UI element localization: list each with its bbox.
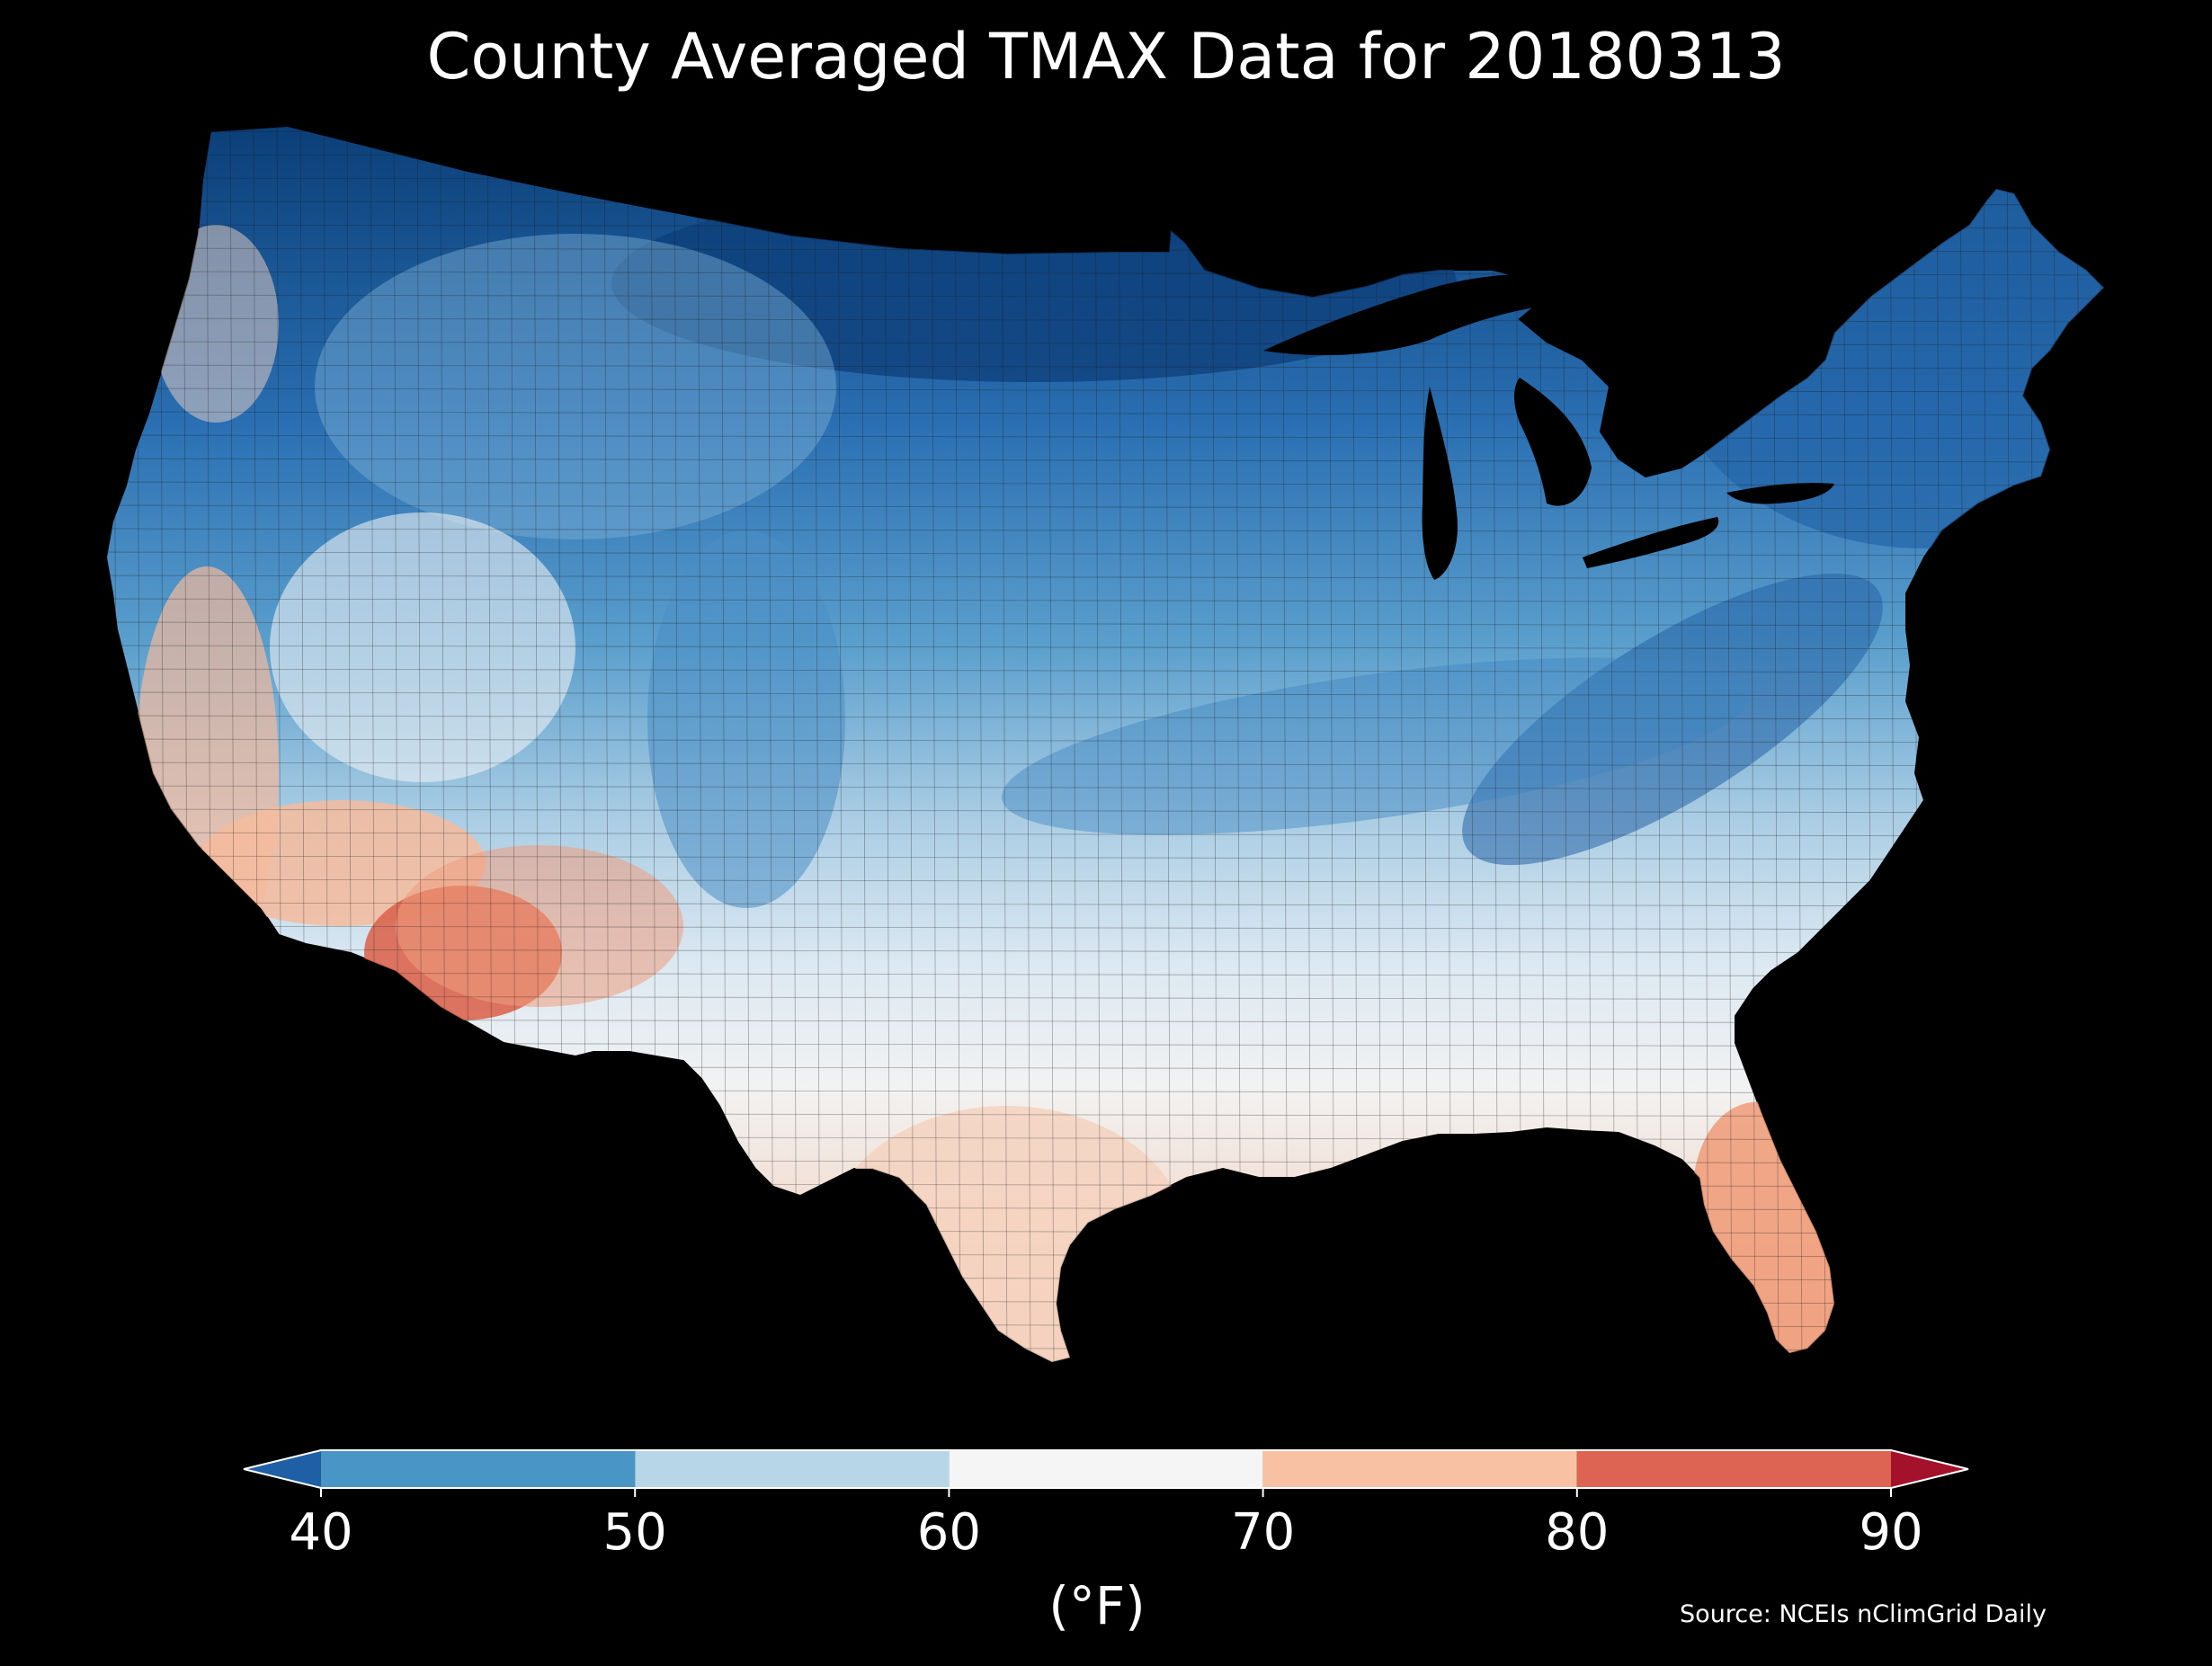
- great-lakes: [1263, 273, 1834, 580]
- cool-intermountain: [315, 234, 836, 539]
- colorbar-tick-label: 60: [916, 1503, 982, 1562]
- colorbar-tick-label: 80: [1545, 1503, 1610, 1562]
- colorbar-tick-label: 70: [1230, 1503, 1296, 1562]
- colorbar-tick-label: 90: [1859, 1503, 1923, 1562]
- cool-midwest-band: [1001, 657, 1751, 835]
- colorbar-extend-low: [244, 1450, 321, 1488]
- colorbar-bin: [1576, 1450, 1891, 1488]
- colorbar-bin: [949, 1450, 1263, 1488]
- colorbar-label: (°F): [1048, 1575, 1146, 1636]
- lake-michigan: [1422, 387, 1458, 580]
- colorbar-extend-high: [1891, 1450, 1968, 1488]
- colorbar-bin: [1262, 1450, 1577, 1488]
- lake-erie: [1583, 517, 1719, 568]
- cool-colorado-front: [647, 530, 845, 908]
- cold-appalachia: [1462, 573, 1883, 866]
- lake-superior: [1263, 273, 1574, 356]
- warm-southwest: [396, 845, 683, 1007]
- colorbar-tick-label: 40: [289, 1503, 353, 1562]
- colorbar-tick-label: 50: [602, 1503, 667, 1562]
- colorbar-bin: [321, 1450, 636, 1488]
- colorbar-bin: [635, 1450, 950, 1488]
- lake-huron: [1514, 378, 1592, 506]
- mild-great-basin: [270, 512, 575, 782]
- lake-ontario: [1726, 483, 1834, 504]
- source-credit: Source: NCEIs nClimGrid Daily: [1680, 1600, 2047, 1628]
- map-title: County Averaged TMAX Data for 20180313: [426, 20, 1786, 94]
